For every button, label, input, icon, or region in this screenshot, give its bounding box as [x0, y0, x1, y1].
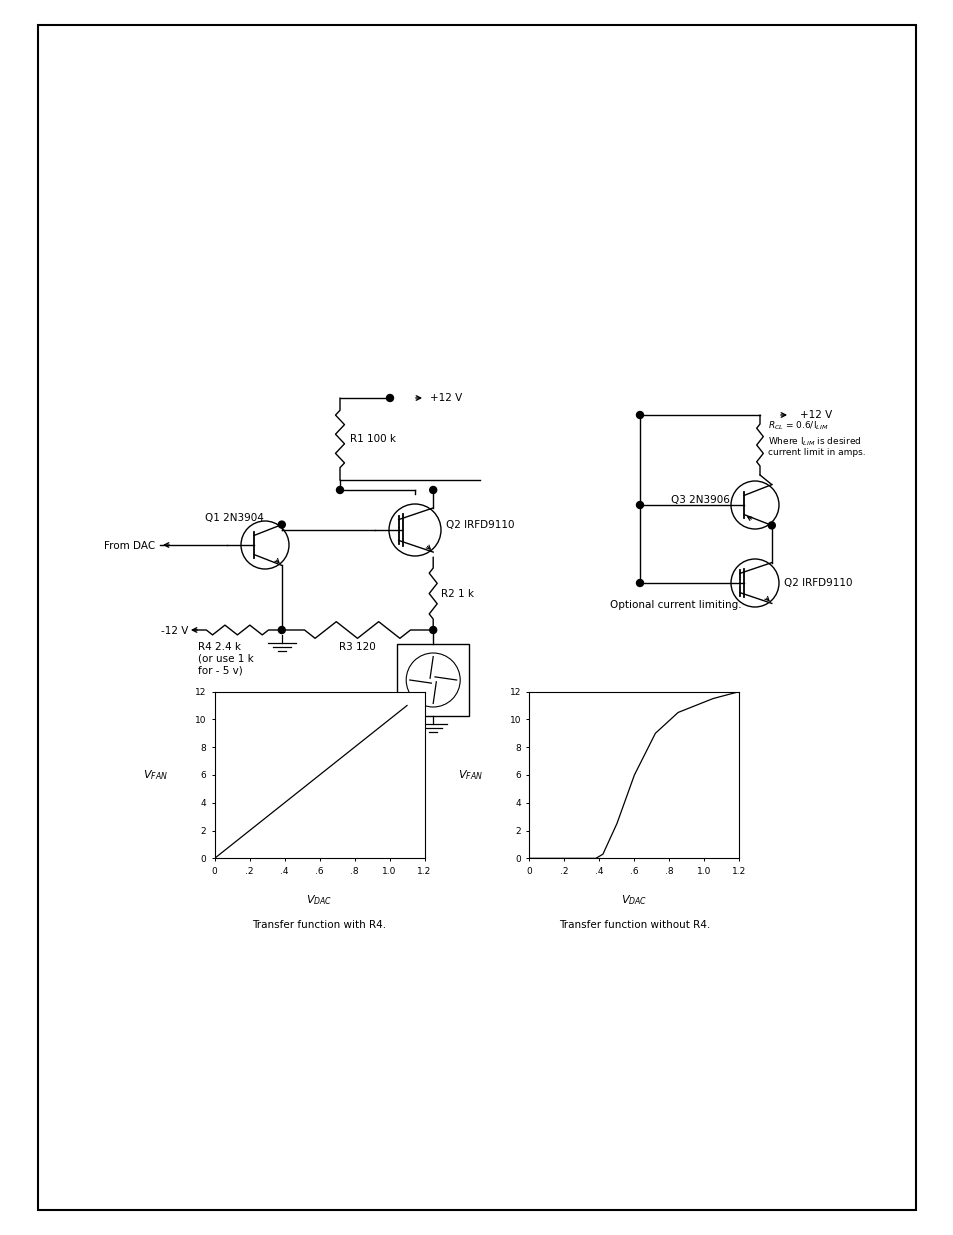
Text: $V_{FAN}$: $V_{FAN}$: [143, 768, 169, 782]
Text: $R_{CL}$ = 0.6/I$_{LIM}$: $R_{CL}$ = 0.6/I$_{LIM}$: [767, 420, 827, 432]
Text: Optional current limiting.: Optional current limiting.: [609, 600, 740, 610]
Circle shape: [429, 487, 436, 494]
Text: for - 5 v): for - 5 v): [198, 666, 242, 676]
Text: $V_{DAC}$: $V_{DAC}$: [620, 893, 647, 908]
Circle shape: [429, 626, 436, 634]
Text: Q1 2N3904: Q1 2N3904: [205, 513, 264, 522]
Circle shape: [386, 394, 393, 401]
Circle shape: [636, 411, 643, 419]
Text: +12 V: +12 V: [800, 410, 831, 420]
Circle shape: [278, 521, 285, 529]
Text: Transfer function without R4.: Transfer function without R4.: [558, 920, 709, 930]
Circle shape: [767, 522, 775, 529]
Circle shape: [636, 501, 643, 509]
Text: R1 100 k: R1 100 k: [350, 433, 395, 445]
Text: Where I$_{LIM}$ is desired: Where I$_{LIM}$ is desired: [767, 435, 861, 447]
Circle shape: [636, 579, 643, 587]
Text: Q2 IRFD9110: Q2 IRFD9110: [446, 520, 514, 530]
Circle shape: [278, 626, 285, 634]
Text: Q3 2N3906: Q3 2N3906: [670, 495, 729, 505]
Bar: [396, 643, 469, 716]
Text: -12 V: -12 V: [160, 626, 188, 636]
Text: (or use 1 k: (or use 1 k: [198, 655, 253, 664]
Text: Q2 IRFD9110: Q2 IRFD9110: [783, 578, 852, 588]
Circle shape: [336, 487, 343, 494]
Text: Transfer function with R4.: Transfer function with R4.: [253, 920, 386, 930]
Text: +12 V: +12 V: [430, 393, 462, 403]
Text: $V_{DAC}$: $V_{DAC}$: [306, 893, 333, 908]
Text: R3 120: R3 120: [338, 642, 375, 652]
Text: R4 2.4 k: R4 2.4 k: [198, 642, 241, 652]
Text: R2 1 k: R2 1 k: [440, 589, 474, 599]
Text: $V_{FAN}$: $V_{FAN}$: [457, 768, 483, 782]
Text: current limit in amps.: current limit in amps.: [767, 448, 864, 457]
Text: From DAC: From DAC: [104, 541, 154, 551]
